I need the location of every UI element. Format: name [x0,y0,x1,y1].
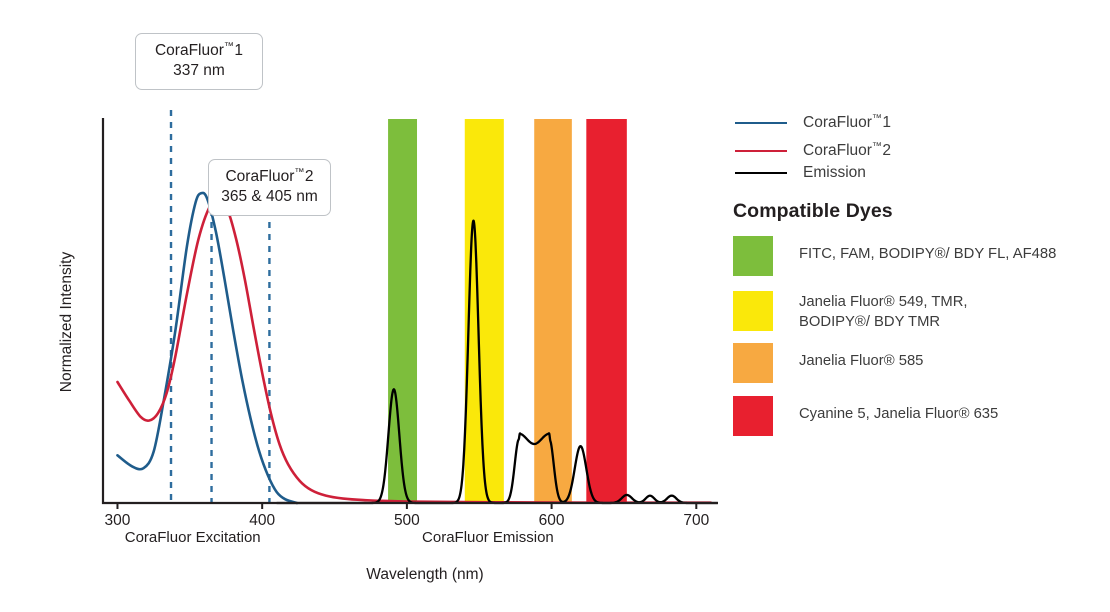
dye-row: Janelia Fluor® 585 [733,343,923,383]
tick-label-500: 500 [393,512,420,529]
band-green [388,119,418,503]
trademark-icon: ™ [871,141,883,152]
dye-color-swatch [733,291,773,331]
dye-label: Cyanine 5, Janelia Fluor® 635 [799,406,999,422]
legend-item-corafluor-1: CoraFluor™1 [735,113,891,132]
tick-label-300: 300 [104,512,131,529]
legend-swatch-line [735,121,787,124]
dye-row: FITC, FAM, BODIPY®/ BDY FL, AF488 [733,236,1056,276]
band-orange [534,119,572,503]
spectra-curves [116,191,718,505]
callout-2-name: CoraFluor [225,168,295,186]
callout-corafluor-2: CoraFluor™2 365 & 405 nm [208,159,331,216]
dye-color-swatch [733,236,773,276]
dye-label: FITC, FAM, BODIPY®/ BDY FL, AF488 [799,246,1057,262]
callout-2-line1: CoraFluor™2 [221,167,318,187]
callout-1-index: 1 [234,42,244,60]
axis-ticks [116,503,698,509]
legend-label: CoraFluor™1 [803,113,892,132]
dye-row: Janelia Fluor® 549, TMR, BODIPY®/ BDY TM… [733,291,968,333]
dye-label: Janelia Fluor® 585 [799,353,924,369]
trademark-icon: ™ [223,41,235,52]
axis-lines [101,118,718,505]
callout-1-name: CoraFluor [154,42,224,60]
trademark-icon: ™ [294,167,305,178]
chart-area: CoraFluor™1 337 nm CoraFluor™2 365 & 405… [58,33,718,583]
x-axis-title: Wavelength (nm) [366,566,484,583]
band-yellow [464,119,504,503]
legend-item-corafluor-2: CoraFluor™2 [735,141,891,160]
dye-color-swatch [733,396,773,436]
callout-1-line1: CoraFluor™1 [148,41,250,61]
curve-corafluor-2 [116,198,713,504]
compatible-dyes-title: Compatible Dyes [733,200,893,222]
dye-row: Cyanine 5, Janelia Fluor® 635 [733,396,998,436]
band-red [586,119,627,503]
dye-color-swatch [733,343,773,383]
callout-2-value: 365 & 405 nm [221,187,318,205]
tick-label-600: 600 [538,512,565,529]
legend-swatch-line [735,172,787,174]
callout-corafluor-1: CoraFluor™1 337 nm [135,33,263,90]
y-axis-title: Normalized Intensity [58,251,75,393]
excitation-markers [169,110,271,503]
dye-label: Janelia Fluor® 549, TMR, BODIPY®/ BDY TM… [799,294,968,330]
legend-label: CoraFluor™2 [803,141,892,160]
section-label-excitation: CoraFluor Excitation [124,529,261,546]
legend-item-emission: Emission [735,164,866,182]
callout-1-value: 337 nm [173,61,225,79]
tick-label-400: 400 [249,512,276,529]
section-label-emission: CoraFluor Emission [422,529,554,546]
legend-label: Emission [803,164,866,181]
tick-label-700: 700 [683,512,710,529]
wavelength-bands [388,119,627,503]
side-panel: CoraFluor™1 CoraFluor™2 Emission Compati… [730,0,1110,612]
legend-swatch-line [735,149,787,152]
spectra-plot [101,110,718,509]
trademark-icon: ™ [871,113,883,124]
callout-2-index: 2 [304,168,314,186]
